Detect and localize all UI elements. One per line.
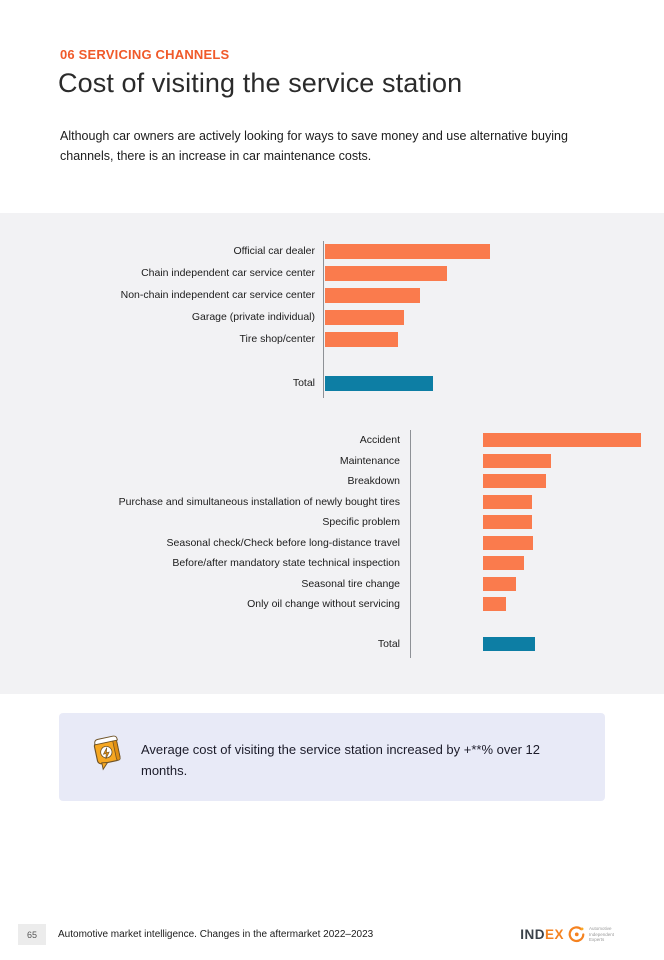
chart-axis-line — [410, 430, 411, 658]
value-bar — [325, 331, 398, 347]
footer-source-text: Automotive market intelligence. Changes … — [58, 929, 374, 940]
chart-axis-line — [323, 241, 324, 398]
chart-row: Maintenance — [0, 451, 664, 472]
page-title: Cost of visiting the service station — [58, 68, 463, 98]
value-bar — [325, 287, 420, 303]
charts-panel: Official car dealer Chain independent car… — [0, 213, 664, 694]
chart-row: Chain independent car service center — [0, 262, 664, 284]
chart-row: Non-chain independent car service center — [0, 284, 664, 306]
bar-label: Total — [292, 377, 315, 389]
logo-text-dark: IND — [520, 927, 545, 942]
value-bar — [325, 265, 447, 281]
total-bar — [483, 637, 535, 652]
page-number: 65 — [18, 924, 46, 945]
value-bar — [483, 515, 532, 530]
bar-label: Maintenance — [339, 454, 400, 467]
bar-label: Tire shop/center — [239, 333, 315, 345]
bar-label: Seasonal tire change — [301, 577, 400, 590]
intro-paragraph: Although car owners are actively looking… — [60, 129, 568, 163]
bar-label: Accident — [359, 434, 400, 447]
value-bar — [483, 597, 506, 612]
logo-tagline-line: Independent — [588, 931, 614, 937]
logo-text-orange: EX — [544, 927, 564, 942]
bar-label: Purchase and simultaneous installation o… — [118, 495, 400, 508]
logo-tagline: Automotive Independent Experts — [589, 926, 614, 943]
chart-row: Only oil change without servicing — [0, 594, 664, 615]
chart-row: Official car dealer — [0, 240, 664, 262]
index-logo: INDEX Automotive Independent Experts — [520, 926, 614, 943]
total-bar — [325, 375, 433, 391]
value-bar — [483, 535, 533, 550]
chart-row: Seasonal tire change — [0, 574, 664, 595]
logo-wordmark: INDEX — [520, 927, 564, 942]
cost-by-channel-chart: Official car dealer Chain independent car… — [0, 240, 664, 398]
chart-row: Seasonal check/Check before long-distanc… — [0, 533, 664, 554]
bar-label: Specific problem — [322, 516, 400, 529]
value-bar — [325, 243, 490, 259]
chart-row: Purchase and simultaneous installation o… — [0, 492, 664, 513]
insight-callout: Average cost of visiting the service sta… — [59, 713, 605, 801]
bar-label: Garage (private individual) — [191, 311, 315, 323]
chart-row: Before/after mandatory state technical i… — [0, 553, 664, 574]
bar-label: Chain independent car service center — [141, 267, 315, 279]
bar-label: Seasonal check/Check before long-distanc… — [166, 536, 400, 549]
callout-text: Average cost of visiting the service sta… — [141, 742, 541, 778]
chart-total-row: Total — [0, 372, 664, 394]
logo-tagline-line: Experts — [588, 937, 605, 943]
bar-label: Only oil change without servicing — [247, 598, 400, 611]
cost-by-reason-chart: Accident Maintenance Breakdown Purchase and… — [0, 430, 664, 658]
chart-row: Tire shop/center — [0, 328, 664, 350]
bar-label: Breakdown — [347, 475, 400, 488]
bar-label: Before/after mandatory state technical i… — [172, 557, 400, 570]
lightning-speech-bubble-icon — [89, 730, 127, 784]
bar-label: Total — [377, 638, 400, 651]
logo-swirl-icon — [568, 926, 585, 943]
value-bar — [483, 576, 516, 591]
value-bar — [483, 494, 532, 509]
value-bar — [325, 309, 404, 325]
value-bar — [483, 433, 641, 448]
bar-label: Official car dealer — [233, 245, 315, 257]
section-eyebrow: 06 SERVICING CHANNELS — [60, 47, 230, 62]
chart-total-row: Total — [0, 634, 664, 655]
value-bar — [483, 474, 546, 489]
chart-row: Accident — [0, 430, 664, 451]
bar-label: Non-chain independent car service center — [120, 289, 315, 301]
page-footer: 65 Automotive market intelligence. Chang… — [0, 924, 664, 946]
chart-row: Breakdown — [0, 471, 664, 492]
value-bar — [483, 556, 524, 571]
logo-tagline-line: Automotive — [588, 926, 612, 932]
chart-row: Garage (private individual) — [0, 306, 664, 328]
value-bar — [483, 453, 551, 468]
chart-row: Specific problem — [0, 512, 664, 533]
